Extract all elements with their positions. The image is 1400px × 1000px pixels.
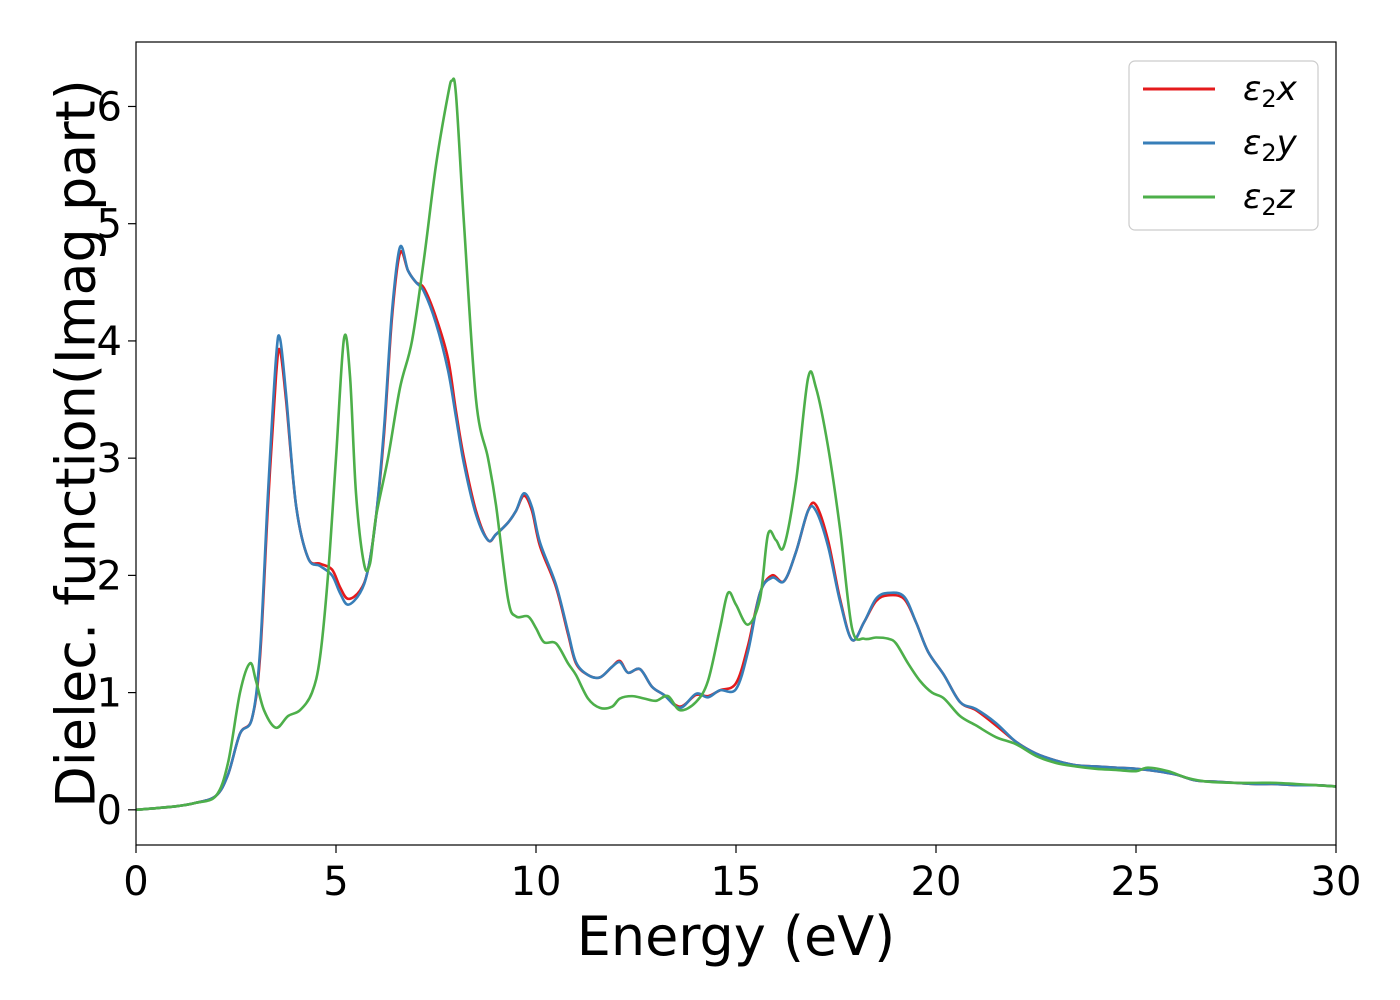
x-tick-label: 0 (123, 859, 148, 905)
x-axis: 0 5 10 15 20 25 30 (123, 845, 1361, 905)
y-tick-label: 3 (97, 436, 122, 482)
series-line-y (136, 244, 1336, 812)
y-tick-label: 4 (97, 319, 122, 365)
legend-label: ε2x (1243, 69, 1298, 113)
y-tick-label: 1 (97, 671, 122, 717)
x-tick-label: 10 (511, 859, 562, 905)
legend-items: ε2x ε2y ε2z (1143, 69, 1298, 221)
y-tick-label: 6 (97, 84, 122, 130)
legend-item-z: ε2z (1143, 177, 1296, 221)
y-tick-label: 0 (97, 788, 122, 834)
x-tick-label: 25 (1111, 859, 1162, 905)
legend: ε2x ε2y ε2z (1128, 60, 1319, 231)
x-axis-label: Energy (eV) (577, 905, 896, 968)
legend-item-x: ε2x (1143, 69, 1298, 113)
legend-label: ε2y (1243, 123, 1298, 167)
y-tick-label: 5 (97, 202, 122, 248)
series-layer (136, 77, 1336, 812)
series-line-z (136, 77, 1336, 812)
x-tick-label: 5 (323, 859, 348, 905)
legend-item-y: ε2y (1143, 123, 1298, 167)
x-tick-label: 15 (711, 859, 762, 905)
legend-box (1128, 60, 1319, 231)
y-tick-label: 2 (97, 553, 122, 599)
legend-label: ε2z (1243, 177, 1296, 221)
y-axis: 0 1 2 3 4 5 6 (97, 84, 136, 834)
x-tick-label: 30 (1311, 859, 1362, 905)
x-tick-label: 20 (911, 859, 962, 905)
y-axis-label: Dielec. function(Imag part) (45, 79, 108, 808)
